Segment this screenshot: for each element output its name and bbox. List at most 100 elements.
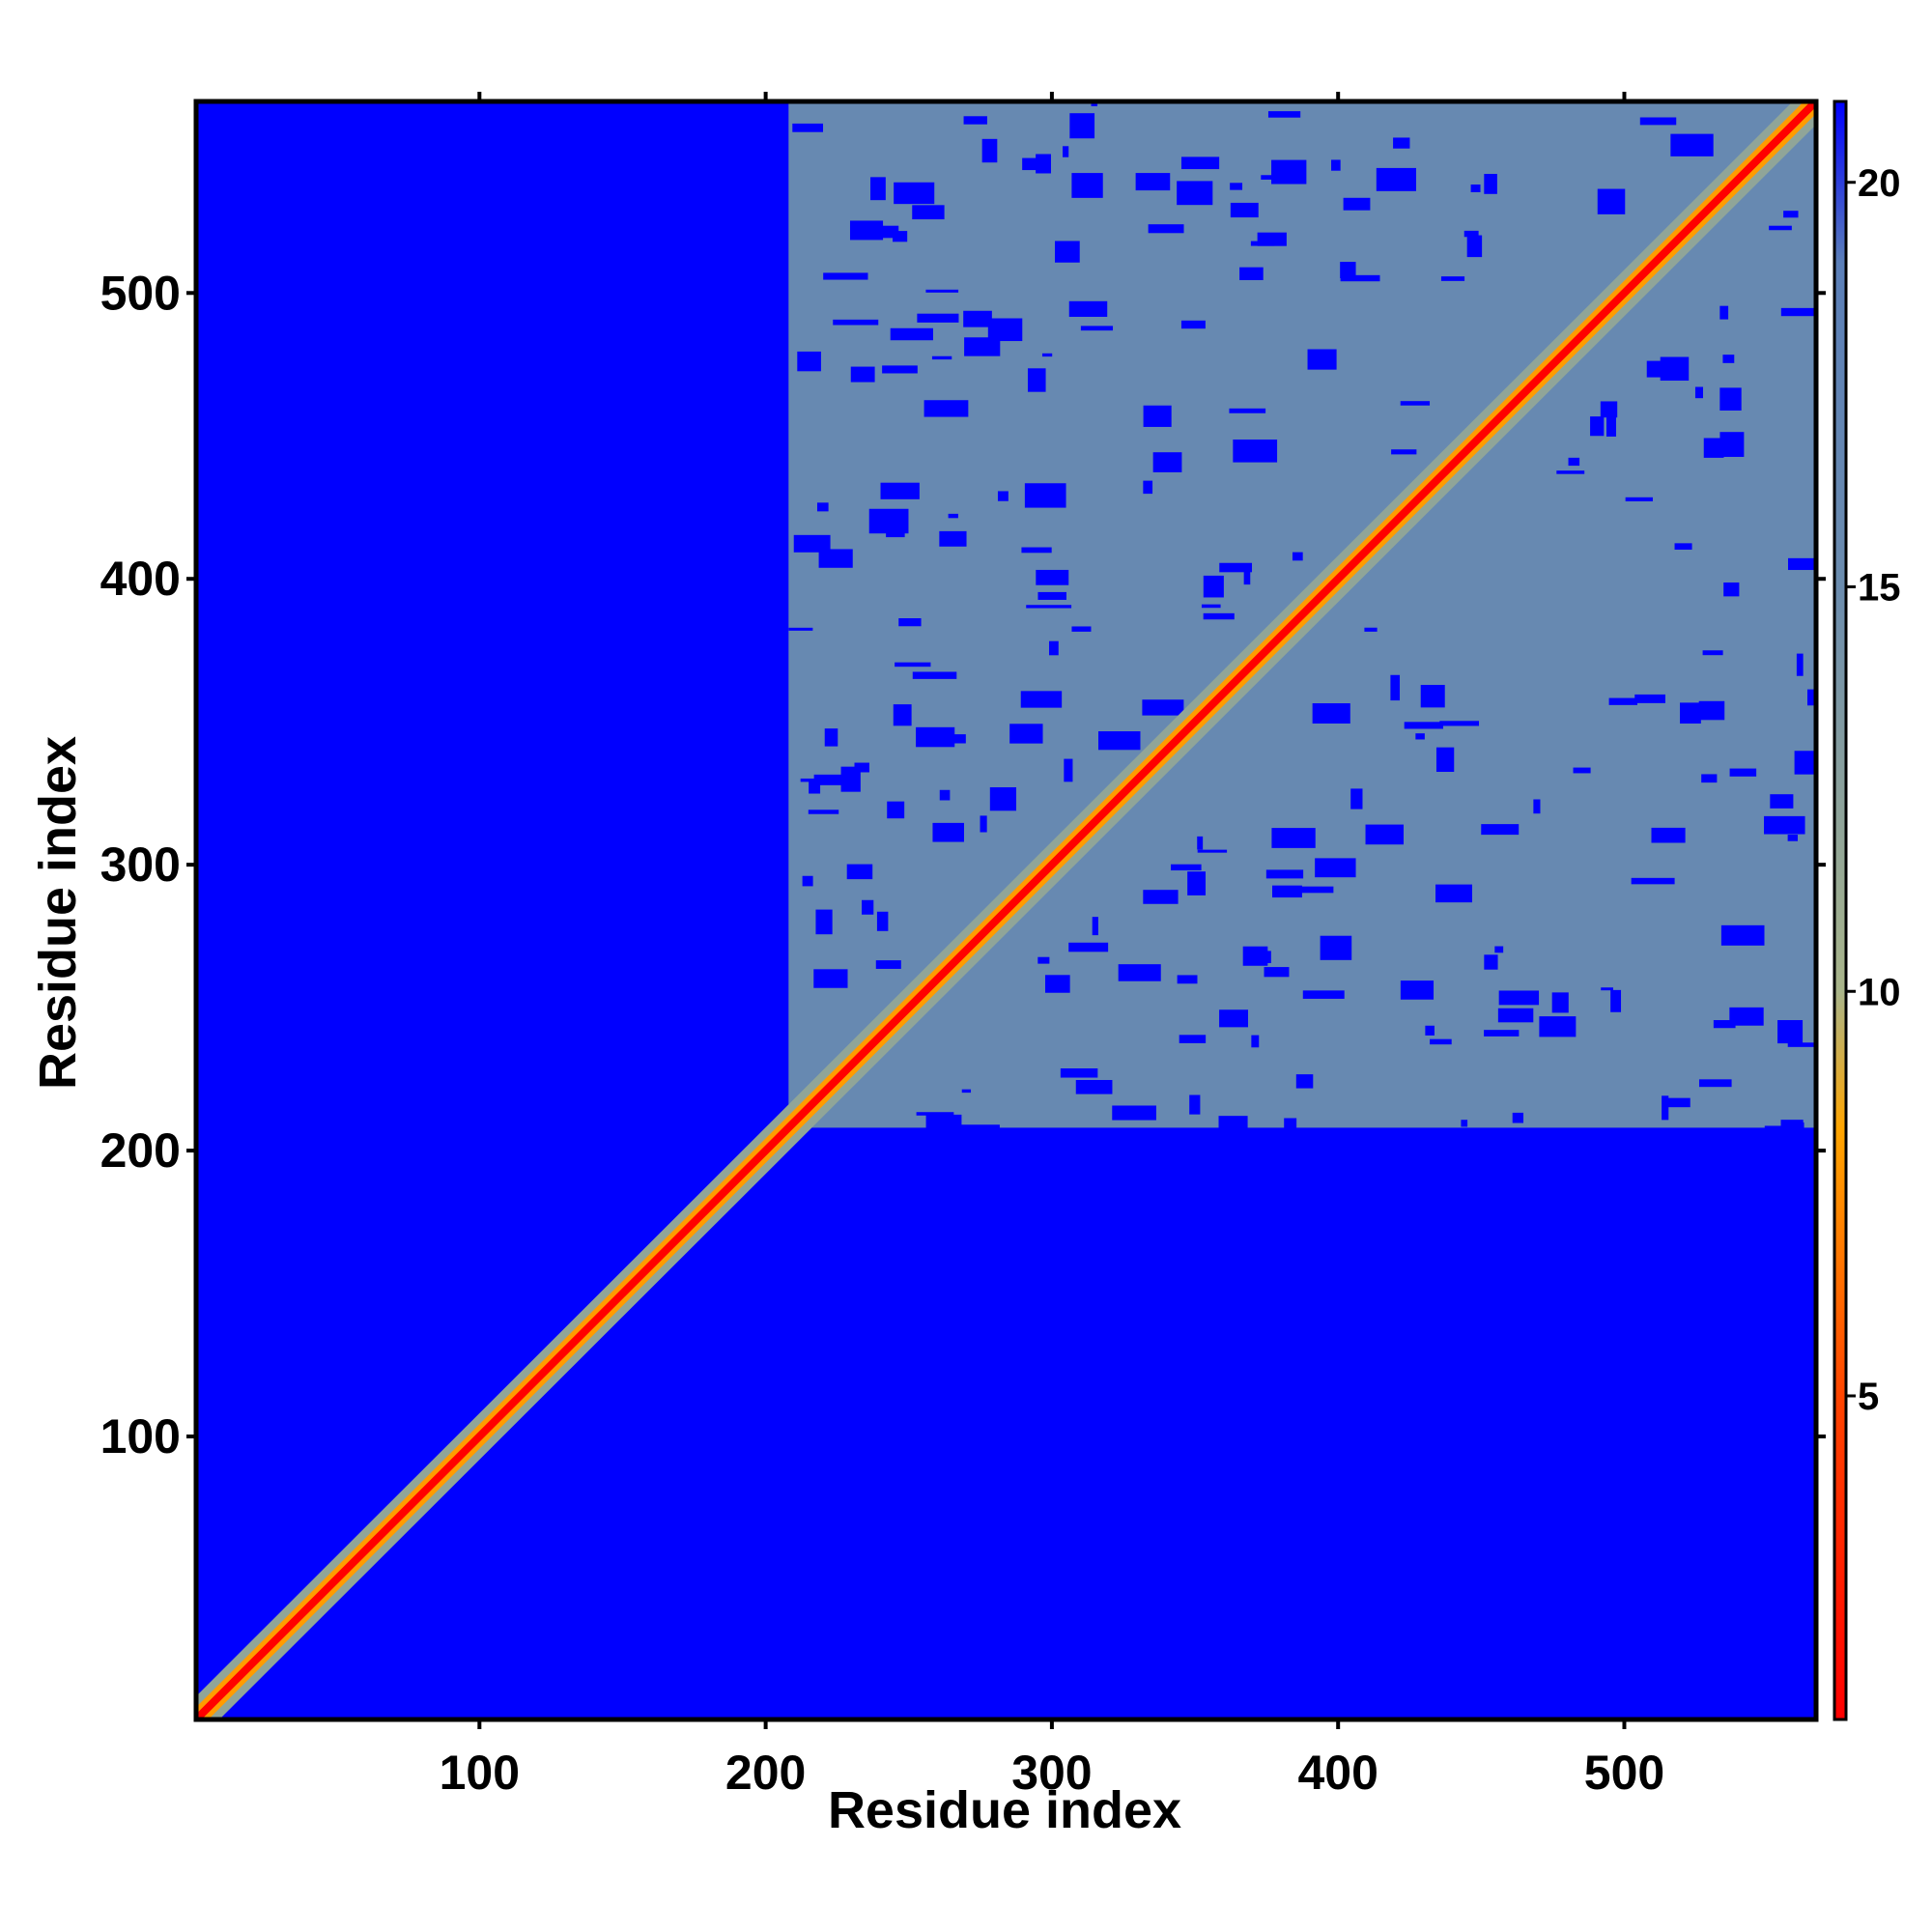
far-patch — [1203, 612, 1235, 620]
far-patch — [1292, 552, 1303, 561]
far-patch — [1075, 1080, 1113, 1094]
far-patch — [793, 534, 831, 553]
plot-frame — [193, 99, 1819, 1722]
far-patch — [961, 1089, 972, 1094]
far-patch — [868, 508, 909, 534]
far-patch — [1674, 543, 1692, 550]
far-patch — [1634, 694, 1665, 703]
far-patch — [1404, 722, 1444, 729]
far-patch — [893, 704, 912, 726]
far-patch — [981, 138, 998, 163]
far-patch — [898, 618, 922, 627]
far-patch — [1315, 858, 1356, 878]
far-patch — [1037, 956, 1050, 964]
far-patch — [1435, 884, 1472, 903]
far-patch — [1597, 188, 1626, 214]
far-patch — [1024, 483, 1066, 508]
far-patch — [1143, 890, 1179, 904]
far-patch — [1625, 497, 1653, 501]
far-patch — [1729, 1007, 1764, 1026]
far-patch — [939, 530, 967, 547]
far-patch — [1233, 440, 1278, 463]
far-patch — [840, 766, 861, 792]
far-patch — [1343, 197, 1371, 211]
far-patch — [1142, 699, 1184, 716]
far-patch — [963, 116, 987, 125]
far-patch — [1312, 703, 1350, 724]
y-tick-label: 500 — [100, 266, 181, 320]
far-patch — [916, 1112, 954, 1116]
far-patch — [1694, 386, 1704, 399]
far-patch — [1230, 202, 1259, 218]
far-patch — [1796, 653, 1804, 676]
far-patch — [1219, 1009, 1249, 1028]
far-patch — [1484, 174, 1497, 194]
far-patch — [1177, 181, 1213, 206]
far-patch — [1680, 702, 1701, 724]
x-tick-label: 500 — [1584, 1746, 1664, 1800]
far-patch — [1068, 300, 1108, 317]
far-patch — [1777, 1020, 1804, 1044]
far-patch — [1600, 401, 1618, 418]
far-patch — [1243, 563, 1251, 585]
far-patch — [1698, 1079, 1732, 1088]
far-patch — [1770, 794, 1794, 809]
colorbar-tick-label: 20 — [1858, 162, 1901, 205]
far-patch — [1307, 349, 1337, 370]
far-patch — [925, 289, 959, 293]
colorbar-tick-label: 15 — [1858, 567, 1901, 610]
far-patch — [833, 319, 879, 326]
far-patch — [1703, 438, 1724, 458]
far-patch — [1037, 591, 1066, 600]
x-tick-label: 300 — [1011, 1746, 1092, 1800]
far-patch — [923, 400, 969, 417]
far-patch — [850, 366, 875, 383]
far-patch — [1027, 368, 1046, 392]
far-patch — [1463, 230, 1479, 238]
far-patch — [882, 365, 918, 374]
far-patch — [1539, 1016, 1577, 1037]
far-patch — [1415, 733, 1425, 740]
diagonal-core — [196, 101, 1816, 1719]
far-patch — [1021, 547, 1052, 554]
far-patch — [1764, 815, 1805, 835]
colorbar: 5 10 15 20 — [1833, 99, 1901, 1721]
far-patch — [854, 762, 869, 773]
far-patch — [1720, 924, 1765, 946]
far-patch — [1573, 767, 1591, 774]
far-patch — [1662, 1095, 1669, 1121]
far-patch — [964, 337, 1001, 356]
far-patch — [1044, 975, 1070, 993]
far-patch — [1230, 183, 1243, 190]
far-patch — [890, 327, 933, 341]
far-patch — [1723, 582, 1740, 597]
far-patch — [932, 822, 964, 842]
far-patch — [1590, 416, 1605, 437]
far-patch — [1605, 416, 1616, 437]
far-patch — [797, 351, 821, 372]
far-patch — [880, 482, 920, 499]
far-patch — [1143, 405, 1172, 427]
far-patch — [1068, 942, 1109, 952]
far-patch — [1009, 724, 1043, 744]
far-patch — [1364, 627, 1378, 632]
y-tick-label: 100 — [100, 1409, 181, 1463]
far-patch — [1484, 1030, 1520, 1037]
far-patch — [862, 899, 874, 915]
far-patch — [1265, 869, 1304, 879]
far-patch — [1148, 224, 1184, 234]
far-patch — [1551, 992, 1569, 1013]
far-patch — [1439, 721, 1480, 726]
far-patch — [928, 734, 966, 744]
far-patch — [1794, 751, 1816, 775]
colorbar-ramp — [1833, 99, 1848, 1721]
far-patch — [1171, 864, 1202, 871]
far-patch — [948, 513, 958, 519]
far-patch — [963, 310, 992, 327]
far-patch — [1189, 1094, 1201, 1115]
far-patch — [1764, 1125, 1783, 1136]
far-patch — [1601, 987, 1613, 991]
far-patch — [987, 318, 1023, 342]
far-patch — [912, 205, 945, 220]
far-patch — [1112, 1105, 1156, 1121]
